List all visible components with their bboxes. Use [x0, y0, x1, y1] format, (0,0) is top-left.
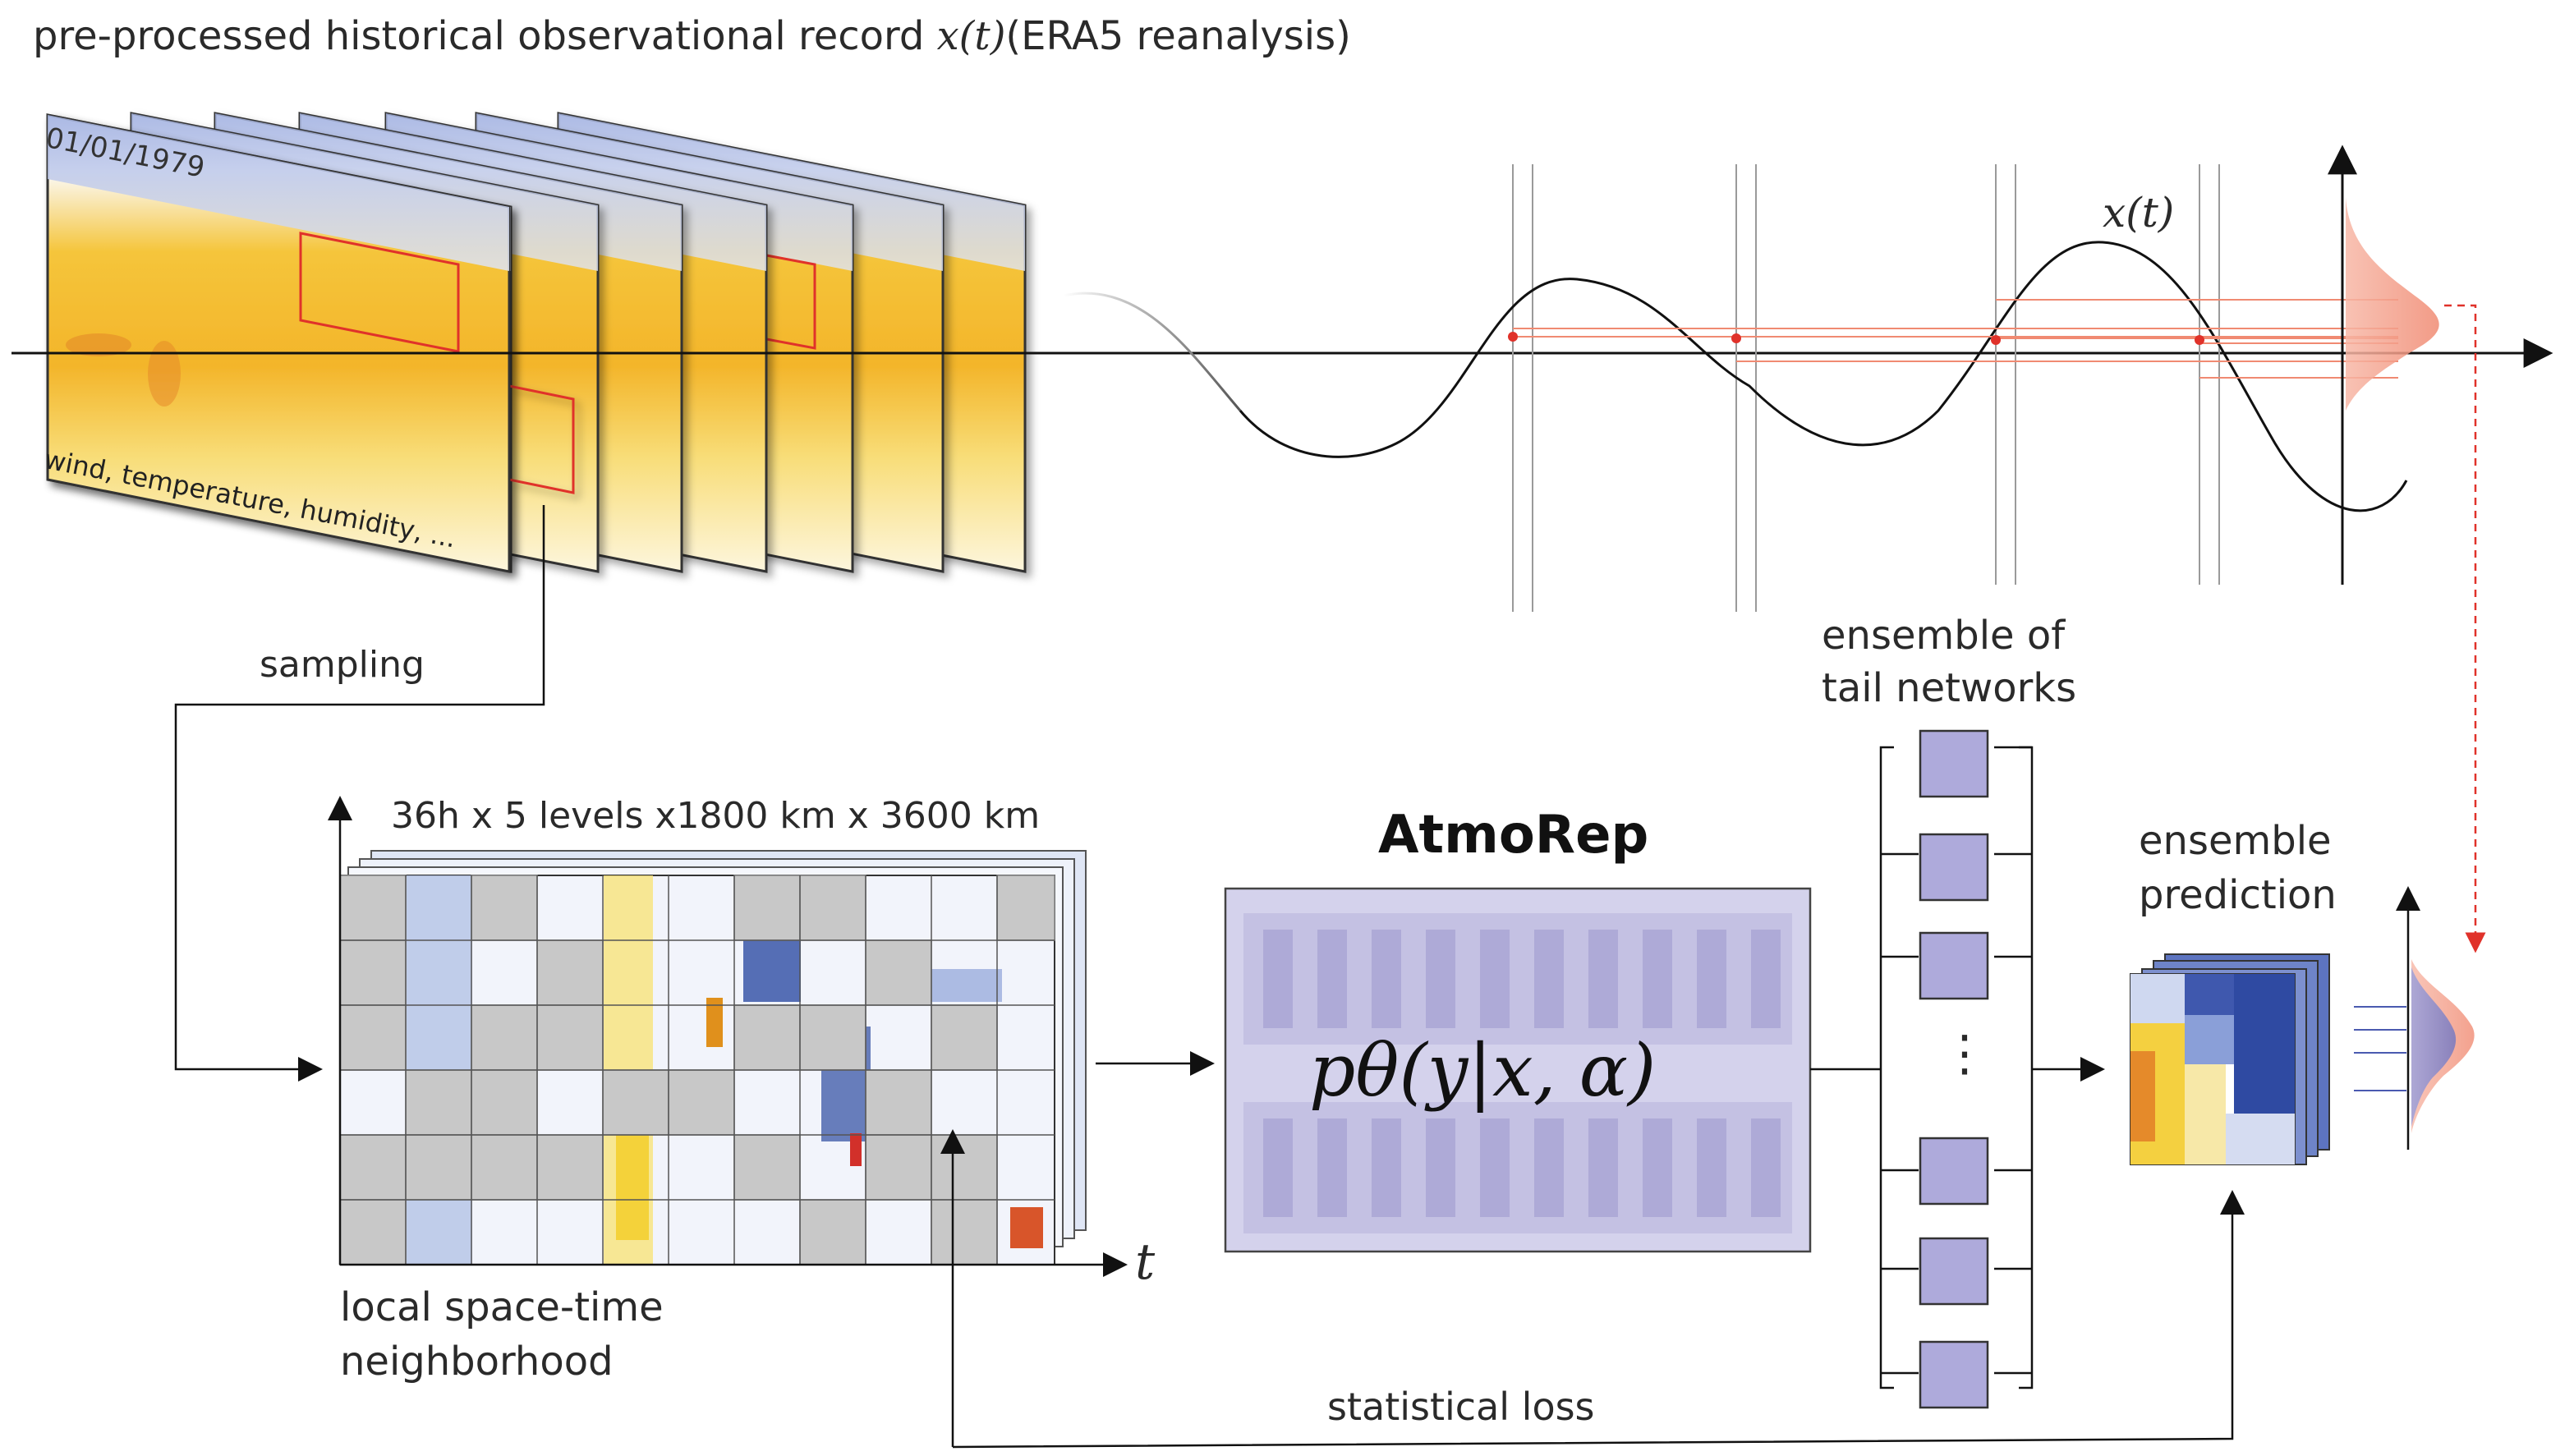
tail-label-2: tail networks [1822, 665, 2077, 711]
title-math: x(t) [936, 13, 1006, 59]
curve-label: x(t) [2103, 189, 2175, 237]
predicted-distribution [2411, 967, 2457, 1127]
prediction-label-2: prediction [2139, 872, 2337, 918]
title: pre-processed historical observational r… [33, 13, 1351, 59]
t-axis-label: t [1135, 1233, 1156, 1291]
neighborhood-dims: 36h x 5 levels x1800 km x 3600 km [391, 795, 1041, 837]
era5-front-frame [46, 113, 511, 573]
prediction-field [2130, 973, 2296, 1165]
title-prefix: pre-processed historical observational r… [33, 13, 925, 59]
sample-point [2195, 335, 2204, 345]
prediction-projection-lines [2354, 1006, 2406, 1091]
neighborhood-label-1: local space-time [340, 1284, 664, 1330]
atmorep-model [1224, 887, 1812, 1253]
masked-tokens [339, 875, 1055, 1265]
tail-networks [1919, 729, 1989, 1409]
sample-point [1991, 335, 2001, 345]
target-distribution [2346, 197, 2439, 411]
sample-points [1508, 332, 2204, 345]
sample-point [1731, 333, 1741, 343]
model-name: AtmoRep [1378, 805, 1649, 866]
ensemble-prediction [2130, 953, 2330, 1165]
observational-curve [1239, 241, 2408, 512]
sample-projection-lines [1513, 299, 2398, 379]
target-connector [2444, 304, 2486, 953]
title-suffix: (ERA5 reanalysis) [1005, 13, 1351, 59]
tail-network [1919, 1237, 1989, 1306]
tail-network [1919, 1137, 1989, 1206]
grid-lines [340, 875, 1055, 1265]
era5-frame-stack [46, 112, 1027, 573]
sample-point [1508, 332, 1518, 342]
sampling-label: sampling [260, 644, 425, 686]
loss-label: statistical loss [1327, 1385, 1595, 1429]
tail-network [1919, 1340, 1989, 1409]
tail-network [1919, 729, 1989, 798]
sampling-arrow [174, 505, 545, 1082]
tail-label-1: ensemble of [1822, 613, 2066, 659]
neighborhood-label-2: neighborhood [340, 1339, 614, 1385]
tail-ellipsis: ⋮ [1940, 1025, 1989, 1082]
sample-time-lines [1512, 164, 2220, 612]
prediction-label-1: ensemble [2139, 818, 2332, 864]
curve-fade-segment [1063, 292, 1242, 411]
model-formula: pθ(y|x, α) [1309, 1028, 1657, 1113]
loss-line [952, 1190, 2245, 1449]
tail-network [1919, 931, 1989, 1000]
tail-network [1919, 833, 1989, 902]
tail-network-bracket [1879, 746, 2034, 1389]
